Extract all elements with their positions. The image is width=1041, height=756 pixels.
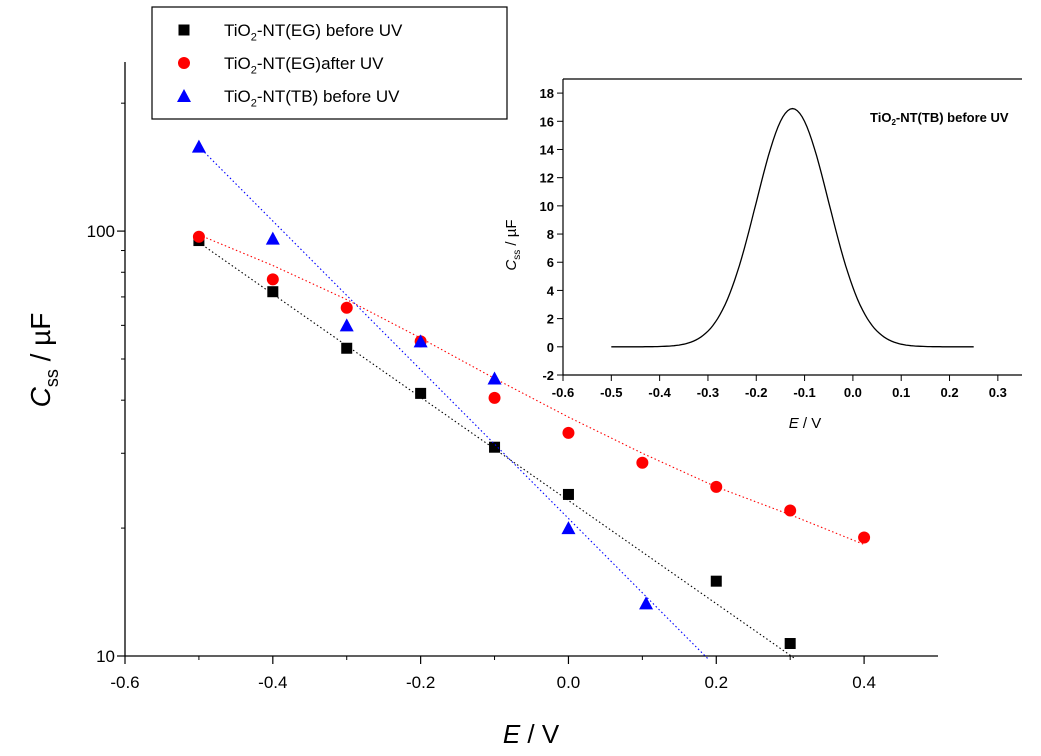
legend-box [151,6,508,120]
x-tick-label: -0.2 [406,673,435,692]
legend-label: TiO2-NT(EG) before UV [224,21,403,43]
x-tick-label: 0.2 [704,673,728,692]
inset-y-tick-label: 0 [547,340,554,355]
legend-marker-square [178,24,190,36]
data-point-triangle [561,521,576,535]
series-1 [192,230,871,545]
x-tick-label: -0.4 [258,673,287,692]
data-point-circle [488,391,501,404]
inset-x-tick-label: -0.6 [552,385,574,400]
data-point-triangle [413,334,428,348]
series-2 [191,139,710,661]
inset-background [563,79,1022,375]
legend-marker-triangle [177,89,191,102]
inset-y-tick-label: 18 [540,86,554,101]
data-point-square [784,638,796,650]
data-point-circle [192,230,205,243]
data-point-square [267,286,279,298]
data-point-circle [784,504,797,517]
inset-x-tick-label: 0.2 [940,385,958,400]
inset-x-axis-title: E / V [789,415,822,432]
inset-x-tick-label: 0.0 [844,385,862,400]
data-point-circle [340,301,353,314]
inset-y-tick-label: 8 [547,227,554,242]
legend-label: TiO2-NT(EG)after UV [224,54,384,76]
data-point-triangle [339,318,354,332]
data-point-circle [858,531,871,544]
data-point-square [415,387,427,399]
inset-x-tick-label: -0.5 [600,385,622,400]
data-point-triangle [487,371,502,385]
inset-x-tick-label: -0.3 [697,385,719,400]
x-tick-label: -0.6 [110,673,139,692]
data-point-square [489,441,501,453]
inset-curve [611,107,974,348]
inset-y-tick-label: 10 [540,199,554,214]
legend-label: TiO2-NT(TB) before UV [224,87,400,109]
data-point-triangle [639,596,654,610]
data-point-circle [710,480,723,493]
data-point-square [562,488,574,500]
inset-annotation: TiO2-NT(TB) before UV [870,110,1009,127]
inset-y-tick-label: 4 [547,283,555,298]
data-point-square [341,342,353,354]
inset-x-tick-label: 0.1 [892,385,910,400]
legend-marker-circle [178,57,190,69]
data-point-triangle [265,231,280,245]
x-tick-label: 0.0 [557,673,581,692]
inset-x-tick-label: -0.1 [793,385,815,400]
inset-plot: -0.6 -0.5 -0.4 -0.3 -0.2 -0.1 0.0 0.1 0.2 0.3 -2 0 2… [503,78,1022,432]
y-axis-title: Css / µF [25,313,62,408]
data-point-circle [266,273,279,286]
fit-line-2 [198,146,710,661]
inset-y-tick-label: 6 [547,255,554,270]
y-tick-label: 10 [96,647,115,666]
inset-y-tick-label: 14 [540,142,555,157]
fit-line-1 [198,234,865,545]
inset-y-axis-title: Css / µF [503,219,523,270]
inset-x-tick-label: -0.4 [648,385,671,400]
fit-line-0 [198,242,795,659]
inset-y-tick-label: 16 [540,114,554,129]
data-point-square [710,575,722,587]
x-axis-title: E / V [503,719,560,749]
inset-y-tick-label: -2 [542,368,554,383]
data-point-triangle [191,139,206,153]
legend: TiO2-NT(EG) before UV TiO2-NT(EG)after UV… [151,6,508,120]
inset-x-tick-label: 0.3 [989,385,1007,400]
inset-y-tick-label: 2 [547,312,554,327]
data-point-circle [562,426,575,439]
y-tick-label: 100 [87,222,115,241]
inset-x-tick-label: -0.2 [745,385,767,400]
inset-y-tick-label: 12 [540,171,554,186]
x-tick-label: 0.4 [852,673,876,692]
data-point-circle [636,456,649,469]
